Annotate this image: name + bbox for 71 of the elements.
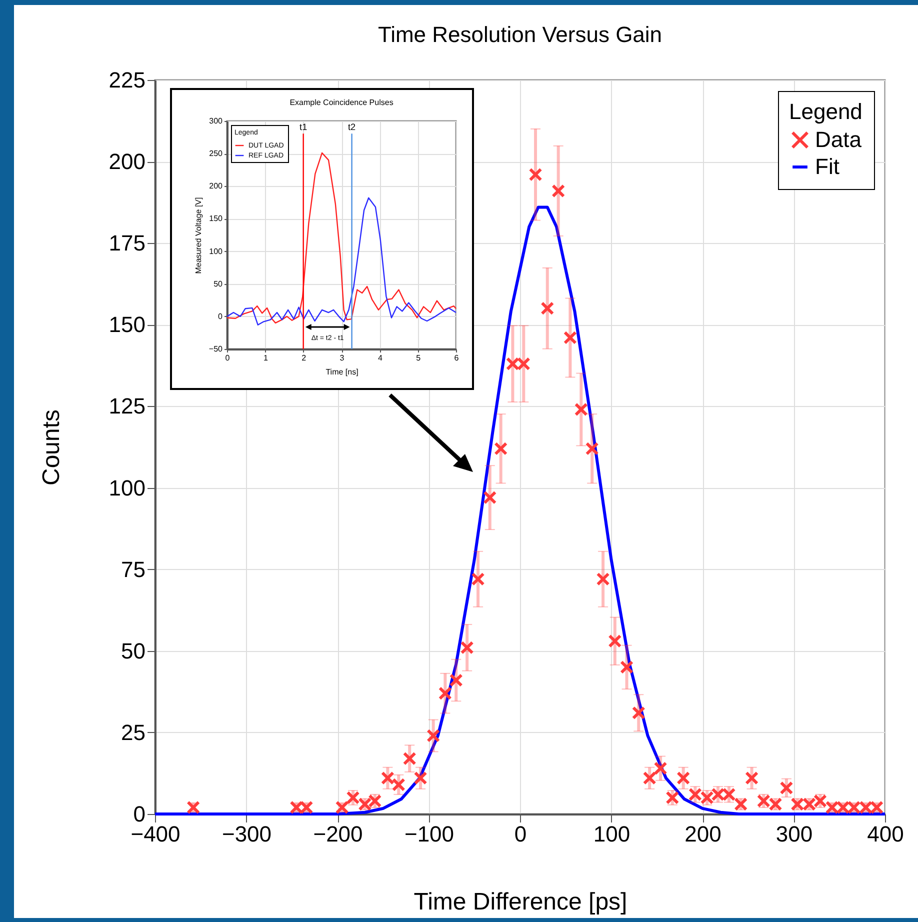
y-tick-label: 50 (214, 279, 224, 288)
y-tick-label: 50 (121, 638, 146, 664)
point (494, 442, 508, 456)
x-tick-label: 400 (867, 822, 904, 846)
y-tick-label: 175 (108, 230, 146, 256)
line-series (226, 197, 457, 326)
y-tick-label: 125 (108, 394, 146, 419)
y-axis-title: Counts (38, 409, 65, 486)
x-tick-label: 0 (225, 354, 230, 362)
legend-label: Fit (815, 154, 840, 179)
chart-title: Example Coincidence Pulses (290, 98, 394, 107)
y-tick-label: 0 (218, 312, 224, 321)
x-tick-label: 0 (514, 822, 527, 846)
point (596, 572, 610, 586)
point (460, 640, 474, 654)
point (414, 771, 428, 785)
x-tick-label: 100 (593, 822, 630, 846)
x-tick-label: 300 (776, 822, 813, 846)
point (392, 778, 406, 792)
point (608, 634, 622, 648)
x-tick-label: −300 (222, 822, 272, 846)
ref-line-label: t1 (300, 122, 308, 132)
point (449, 674, 463, 687)
point (438, 686, 452, 700)
legend-title: Legend (789, 99, 862, 124)
point (745, 771, 759, 785)
x-tick-label: 3 (340, 354, 345, 362)
point (620, 660, 634, 674)
x-tick-label: 6 (454, 354, 460, 362)
point (540, 302, 554, 316)
x-tick-label: 4 (378, 354, 383, 362)
x-tick-label: 2 (302, 354, 307, 362)
point (528, 168, 542, 182)
ref-line-label: t2 (348, 122, 356, 132)
point (780, 781, 794, 795)
y-axis-title: Measured Voltage [V] (194, 197, 203, 274)
point (402, 752, 416, 766)
y-tick-label: 225 (108, 68, 146, 92)
point (676, 771, 690, 785)
point (471, 572, 485, 586)
x-tick-label: 200 (684, 822, 722, 846)
legend-label: Data (815, 127, 862, 152)
y-tick-label: 100 (209, 246, 224, 256)
x-tick-label: 5 (416, 354, 422, 362)
x-axis-title: Time Difference [ps] (414, 888, 628, 916)
point (654, 762, 668, 776)
chart-title: Time Resolution Versus Gain (378, 22, 662, 47)
point (632, 706, 646, 720)
y-tick-label: 200 (209, 182, 224, 191)
x-tick-label: −200 (313, 822, 363, 846)
y-tick-label: −50 (208, 344, 224, 354)
point (552, 184, 566, 198)
point (483, 490, 497, 504)
y-tick-label: 75 (121, 556, 146, 582)
y-tick-label: 300 (209, 116, 224, 126)
y-tick-label: 25 (121, 720, 146, 745)
line-series (226, 152, 457, 324)
y-tick-label: 200 (108, 149, 146, 174)
x-tick-label: −100 (404, 822, 454, 846)
point (585, 442, 599, 456)
y-tick-label: 150 (209, 214, 224, 224)
point (574, 402, 588, 416)
x-tick-label: 1 (263, 354, 268, 362)
point (426, 728, 440, 742)
point (380, 771, 394, 785)
y-tick-label: 150 (108, 312, 146, 338)
point (563, 330, 577, 344)
y-tick-label: 100 (108, 475, 146, 500)
x-axis-title: Time [ns] (326, 368, 358, 376)
point (642, 771, 656, 785)
y-tick-label: 250 (209, 149, 224, 158)
